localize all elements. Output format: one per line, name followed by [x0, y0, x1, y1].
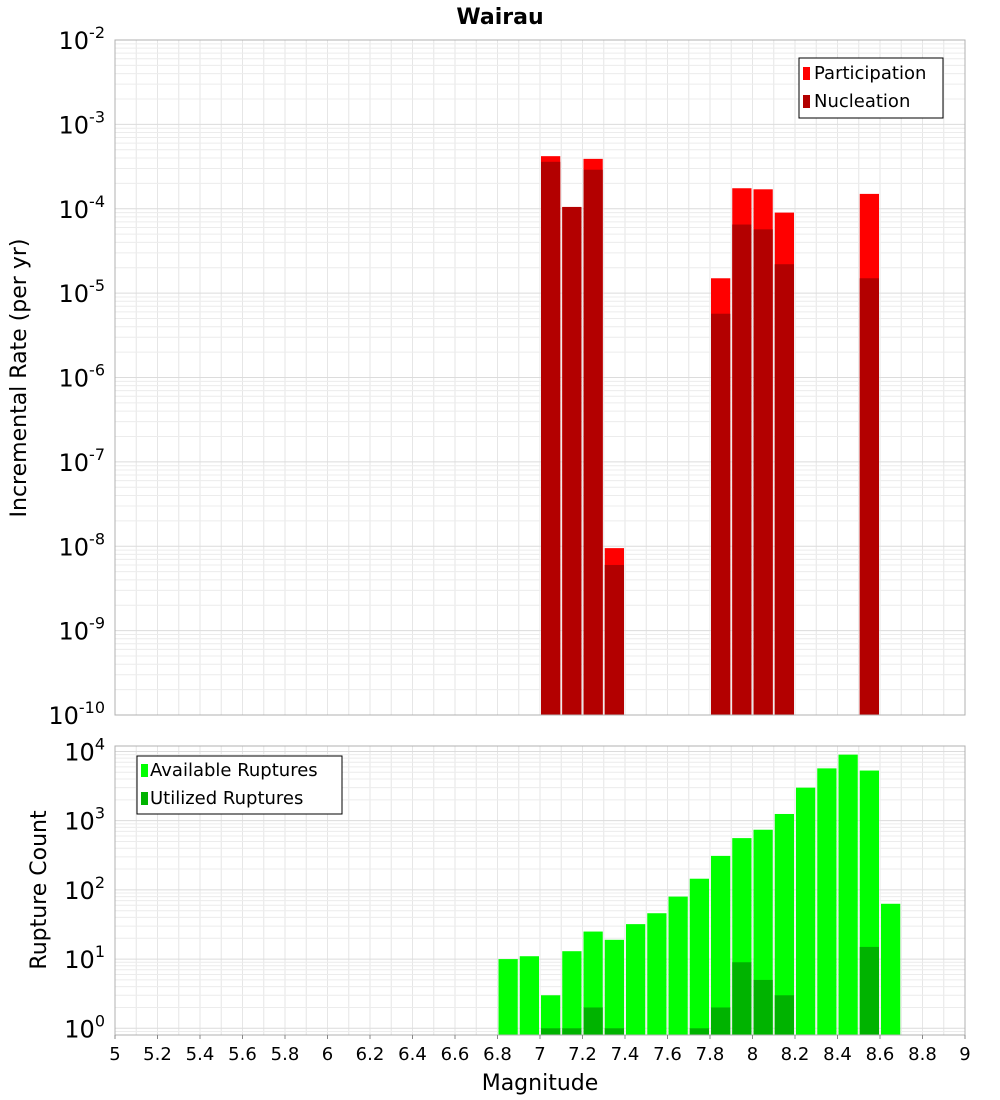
bar-available-ruptures: [796, 787, 816, 1035]
y-tick-label: 10-4: [59, 192, 106, 224]
bar-nucleation: [774, 264, 794, 715]
top-y-ticks: 10-10 10-9 10-8 10-7 10-6 10-5 10-4 10-3 10-2: [48, 23, 105, 730]
bar-nucleation: [583, 169, 603, 715]
y-tick-label: 100: [64, 1011, 105, 1043]
bottom-panel: 100 101 102 103 104 5 5.2 5.4 5.6 5.8 6 6.2 6.4 6.6 6…: [27, 734, 971, 1096]
bar-utilized-ruptures: [562, 1028, 582, 1035]
x-ticks: 5 5.2 5.4 5.6 5.8 6 6.2 6.4 6.6 6.8 7 7.2 7.4 7.6 7.8 8…: [109, 1035, 971, 1065]
chart-title: Wairau: [456, 5, 543, 30]
x-tick-label: 7.4: [611, 1044, 640, 1065]
top-legend: Participation Nucleation: [798, 57, 944, 119]
legend-swatch-participation: [803, 67, 810, 80]
bar-utilized-ruptures: [689, 1028, 709, 1035]
legend-label-utilized-ruptures: Utilized Ruptures: [150, 788, 303, 809]
bar-nucleation: [541, 161, 561, 715]
bar-available-ruptures: [817, 768, 837, 1035]
y-tick-label: 10-9: [59, 614, 106, 646]
bar-available-ruptures: [626, 924, 646, 1035]
x-tick-label: 6.4: [398, 1044, 427, 1065]
bar-available-ruptures: [519, 956, 539, 1035]
y-tick-label: 10-7: [59, 445, 106, 477]
legend-label-nucleation: Nucleation: [814, 91, 910, 112]
bar-available-ruptures: [668, 896, 688, 1035]
x-tick-label: 7.8: [696, 1044, 725, 1065]
bar-available-ruptures: [774, 813, 794, 1035]
x-tick-label: 8.4: [823, 1044, 852, 1065]
legend-label-participation: Participation: [814, 63, 926, 84]
x-tick-label: 5.2: [143, 1044, 172, 1065]
bar-utilized-ruptures: [774, 995, 794, 1035]
x-tick-label: 6.8: [483, 1044, 512, 1065]
bar-utilized-ruptures: [541, 1028, 561, 1035]
x-tick-label: 6.6: [441, 1044, 470, 1065]
bottom-bars: [498, 754, 901, 1035]
bar-nucleation: [604, 564, 624, 715]
bar-available-ruptures: [562, 951, 582, 1035]
bar-nucleation: [753, 229, 773, 715]
bar-available-ruptures: [498, 959, 518, 1035]
bottom-y-ticks: 100 101 102 103 104: [64, 734, 105, 1043]
top-plot-border: [114, 39, 966, 716]
x-tick-label: 5: [109, 1044, 120, 1065]
bar-utilized-ruptures: [583, 1007, 603, 1035]
legend-label-available-ruptures: Available Ruptures: [150, 760, 318, 781]
x-tick-label: 6.2: [356, 1044, 385, 1065]
x-tick-label: 8.6: [866, 1044, 895, 1065]
x-tick-label: 8: [747, 1044, 758, 1065]
bar-utilized-ruptures: [732, 962, 752, 1035]
bar-utilized-ruptures: [711, 1007, 731, 1035]
bar-utilized-ruptures: [753, 979, 773, 1035]
bar-utilized-ruptures: [604, 1028, 624, 1035]
bottom-legend: Available Ruptures Utilized Ruptures: [136, 755, 343, 815]
y-tick-label: 10-8: [59, 529, 106, 561]
bottom-legend-box: [136, 755, 343, 815]
legend-swatch-nucleation: [803, 95, 810, 108]
top-bars: [541, 156, 879, 716]
x-tick-label: 8.2: [781, 1044, 810, 1065]
y-tick-label: 101: [64, 942, 105, 974]
top-legend-box: [798, 57, 944, 119]
bar-available-ruptures: [604, 939, 624, 1035]
x-tick-label: 8.8: [908, 1044, 937, 1065]
bar-available-ruptures: [689, 878, 709, 1035]
x-tick-label: 7.2: [568, 1044, 597, 1065]
y-tick-label: 102: [64, 873, 105, 905]
x-tick-label: 9: [959, 1044, 970, 1065]
y-tick-label: 10-10: [48, 698, 105, 730]
bar-nucleation: [711, 313, 731, 715]
y-tick-label: 104: [64, 734, 105, 766]
x-axis-label: Magnitude: [482, 1071, 599, 1096]
y-tick-label: 10-6: [59, 361, 106, 393]
bar-utilized-ruptures: [859, 946, 879, 1035]
x-tick-label: 5.8: [271, 1044, 300, 1065]
bar-nucleation: [859, 278, 879, 715]
legend-swatch-available-ruptures: [141, 764, 148, 777]
bar-available-ruptures: [647, 913, 667, 1035]
top-gridlines: [114, 39, 966, 716]
y-tick-label: 103: [64, 804, 105, 836]
x-tick-label: 6: [322, 1044, 333, 1065]
bar-available-ruptures: [711, 855, 731, 1035]
bottom-y-axis-label: Rupture Count: [27, 810, 52, 970]
bar-available-ruptures: [838, 754, 858, 1035]
legend-swatch-utilized-ruptures: [141, 792, 148, 805]
y-tick-label: 10-3: [59, 107, 106, 139]
bar-available-ruptures: [541, 995, 561, 1035]
x-tick-label: 5.4: [186, 1044, 215, 1065]
bar-nucleation: [732, 224, 752, 715]
top-y-axis-label: Incremental Rate (per yr): [7, 239, 32, 518]
top-panel: 10-10 10-9 10-8 10-7 10-6 10-5 10-4 10-3 10-2 In…: [7, 23, 966, 730]
y-tick-label: 10-5: [59, 276, 106, 308]
bar-available-ruptures: [881, 903, 901, 1035]
x-tick-label: 5.6: [228, 1044, 257, 1065]
x-tick-label: 7: [534, 1044, 545, 1065]
y-tick-label: 10-2: [59, 23, 106, 55]
x-tick-label: 7.6: [653, 1044, 682, 1065]
bar-nucleation: [562, 206, 582, 715]
